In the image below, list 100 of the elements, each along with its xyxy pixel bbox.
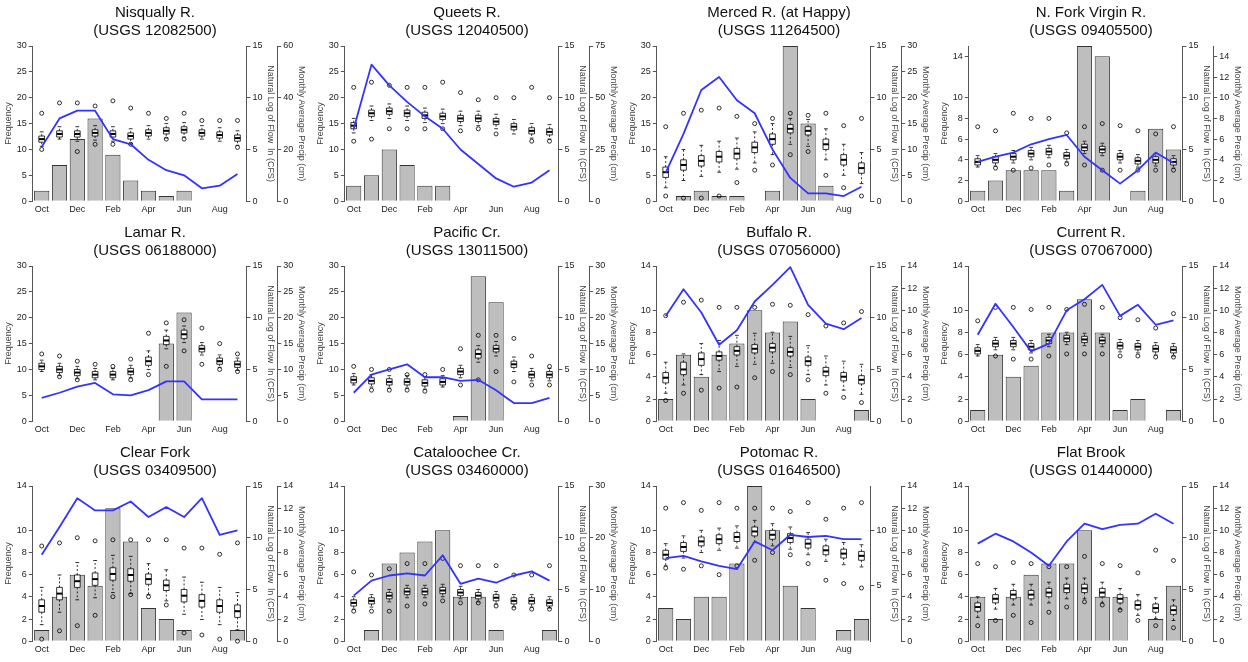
y2-tick-label: 0 — [252, 415, 258, 426]
y-axis-title: Frequency — [314, 101, 325, 145]
y-tick-label: 5 — [333, 169, 339, 180]
x-tick-label: Apr — [453, 644, 468, 655]
y2-tick-label: 5 — [564, 143, 570, 154]
y3-tick-label: 25 — [907, 66, 918, 77]
y-tick-label: 8 — [333, 547, 339, 557]
y2-tick-label: 5 — [252, 583, 258, 594]
y-tick-label: 10 — [16, 363, 27, 374]
y-axis-title: Frequency — [626, 541, 637, 585]
y3-tick-label: 4 — [1219, 591, 1225, 602]
y-tick-label: 6 — [645, 569, 651, 580]
x-tick-label: Oct — [346, 204, 362, 215]
y2-tick-label: 0 — [876, 415, 882, 426]
y-tick-label: 8 — [645, 327, 651, 337]
y-axis-title: Frequency — [626, 101, 637, 145]
x-tick-label: Oct — [346, 644, 362, 655]
y3-tick-label: 8 — [1219, 547, 1225, 557]
y-tick-label: 14 — [328, 480, 339, 491]
x-tick-label: Apr — [1077, 424, 1092, 435]
chart-title: Buffalo R. — [746, 223, 812, 241]
y-tick-label: 8 — [645, 547, 651, 557]
y3-axis-title: Monthly Average Precip (cm) — [921, 65, 932, 182]
y3-tick-label: 0 — [1219, 635, 1225, 646]
y-tick-label: 14 — [640, 480, 651, 491]
y-axis-title: Frequency — [2, 101, 13, 145]
y3-tick-label: 20 — [283, 312, 294, 323]
y-tick-label: 4 — [333, 591, 339, 602]
y-tick-label: 30 — [16, 260, 27, 271]
y2-tick-label: 10 — [876, 92, 887, 103]
y-tick-label: 10 — [952, 524, 963, 535]
y-tick-label: 2 — [957, 174, 963, 185]
y2-tick-label: 15 — [1188, 480, 1199, 491]
y3-tick-label: 30 — [595, 260, 606, 271]
y-tick-label: 15 — [16, 118, 27, 129]
x-tick-label: Apr — [141, 424, 156, 435]
y3-tick-label: 0 — [283, 195, 289, 206]
y-tick-label: 10 — [640, 524, 651, 535]
x-tick-label: Feb — [105, 424, 121, 435]
y3-axis-title: Monthly Average Precip (cm) — [609, 285, 620, 402]
y3-tick-label: 0 — [907, 635, 913, 646]
y2-tick-label: 5 — [876, 580, 882, 591]
x-tick-label: Aug — [835, 644, 852, 655]
y-tick-label: 10 — [328, 524, 339, 535]
y-tick-label: 0 — [21, 415, 27, 426]
x-tick-label: Apr — [765, 204, 780, 215]
y3-tick-label: 10 — [283, 363, 294, 374]
y3-tick-label: 8 — [283, 547, 289, 557]
y2-axis-title: Natural Log of Flow ln (CFS) — [890, 285, 901, 402]
y2-axis-title: Natural Log of Flow ln (CFS) — [266, 505, 277, 622]
y2-tick-label: 0 — [564, 415, 570, 426]
y2-tick-label: 0 — [252, 195, 258, 206]
y2-tick-label: 15 — [564, 40, 575, 51]
y-tick-label: 2 — [645, 613, 651, 624]
y-tick-label: 0 — [645, 195, 651, 206]
y-axis-title: Frequency — [314, 541, 325, 585]
y-tick-label: 4 — [957, 154, 963, 165]
x-tick-label: Apr — [1077, 204, 1092, 215]
y2-tick-label: 0 — [876, 195, 882, 206]
y2-tick-label: 15 — [876, 260, 887, 271]
x-tick-label: Feb — [1041, 204, 1057, 215]
y2-tick-label: 5 — [252, 143, 258, 154]
y-tick-label: 0 — [333, 195, 339, 206]
chart-subtitle: (USGS 07067000) — [1029, 241, 1153, 259]
y-tick-label: 14 — [952, 260, 963, 271]
x-tick-label: Jun — [488, 424, 504, 435]
y-tick-label: 25 — [640, 66, 651, 77]
y3-tick-label: 10 — [283, 524, 294, 535]
chart-subtitle: (USGS 03409500) — [93, 461, 217, 479]
y-tick-label: 2 — [957, 613, 963, 624]
y3-tick-label: 0 — [595, 635, 601, 646]
x-tick-label: Dec — [693, 424, 710, 435]
y-tick-label: 30 — [16, 40, 27, 51]
y3-axis-title: Monthly Average Precip (cm) — [297, 505, 308, 622]
x-tick-label: Apr — [1077, 644, 1092, 655]
x-tick-label: Aug — [1147, 424, 1164, 435]
y3-tick-label: 10 — [595, 363, 606, 374]
y3-tick-label: 20 — [595, 312, 606, 323]
x-tick-label: Aug — [523, 644, 540, 655]
x-tick-label: Feb — [729, 204, 745, 215]
y3-tick-label: 6 — [1219, 349, 1225, 360]
x-tick-label: Jun — [1112, 204, 1128, 215]
x-tick-label: Aug — [523, 204, 540, 215]
x-tick-label: Aug — [835, 424, 852, 435]
y3-tick-label: 6 — [907, 349, 913, 360]
chart-title: Merced R. (at Happy) — [707, 3, 851, 21]
y2-axis-title: Natural Log of Flow ln (CFS) — [1202, 285, 1213, 402]
y-tick-label: 10 — [328, 143, 339, 154]
y3-tick-label: 4 — [907, 591, 913, 602]
y3-tick-label: 0 — [283, 635, 289, 646]
x-tick-label: Aug — [211, 204, 228, 215]
y-axis-title: Frequency — [938, 541, 949, 585]
y3-tick-label: 30 — [595, 480, 606, 491]
chart-subtitle: (USGS 06188000) — [93, 241, 217, 259]
y3-tick-label: 2 — [907, 613, 913, 624]
y3-tick-label: 14 — [1219, 260, 1230, 271]
y3-tick-label: 10 — [1219, 92, 1230, 103]
y-tick-label: 25 — [16, 286, 27, 297]
y3-axis-title: Monthly Average Precip (cm) — [297, 65, 308, 182]
y2-tick-label: 10 — [564, 312, 575, 323]
